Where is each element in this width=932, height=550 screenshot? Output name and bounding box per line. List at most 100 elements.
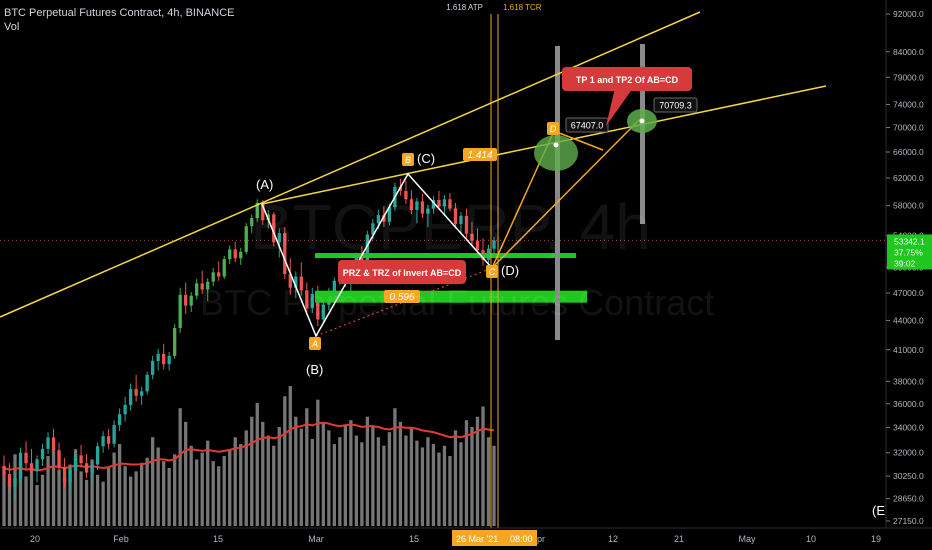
volume-bar <box>200 452 204 526</box>
volume-bar <box>376 437 381 526</box>
volume-bar <box>117 444 122 526</box>
volume-bar <box>261 421 265 526</box>
point-marker-b[interactable]: B <box>405 155 411 165</box>
volume-indicator-label[interactable]: Vol <box>4 21 20 33</box>
last-price-tag-bg <box>887 234 932 270</box>
volume-bar <box>139 462 144 526</box>
callout-tp-text[interactable]: TP 1 and TP2 Of AB=CD <box>576 75 679 85</box>
last-price-tag-line[interactable]: 37.75% <box>894 247 923 257</box>
volume-bar <box>134 471 138 526</box>
volume-bar <box>250 416 254 526</box>
candle-body <box>106 436 111 444</box>
price-tick-label: 66000.0 <box>893 147 924 157</box>
volume-bar <box>349 420 353 526</box>
volume-bar <box>272 445 276 526</box>
candle-body <box>426 208 430 214</box>
volume-bar <box>173 454 177 526</box>
price-tick-label: 34000.0 <box>893 423 924 433</box>
candle-body <box>305 290 309 309</box>
volume-bar <box>206 440 210 526</box>
harmonic-pattern-line[interactable] <box>261 172 493 338</box>
candle-body <box>464 215 469 234</box>
volume-bar <box>244 430 248 526</box>
wave-label-a: (A) <box>256 177 273 192</box>
price-tick-label: 58000.0 <box>893 201 924 211</box>
volume-bar <box>288 386 292 526</box>
volume-bar <box>360 442 364 526</box>
candle-body <box>79 455 83 464</box>
candle-body <box>470 233 474 241</box>
volume-bar <box>7 481 12 526</box>
target-zone-circle-1 <box>534 135 578 171</box>
point-marker-c[interactable]: C <box>489 267 496 277</box>
candle-body <box>51 437 56 451</box>
candle-body <box>24 452 28 464</box>
candle-body <box>321 304 325 320</box>
volume-bar <box>283 396 287 526</box>
volume-bar <box>299 428 303 526</box>
last-price-tag-line[interactable]: 39:02 <box>894 258 916 268</box>
volume-bar <box>486 437 491 526</box>
target-price-label-2[interactable]: 70709.3 <box>659 101 692 111</box>
volume-bar <box>277 426 281 526</box>
candle-body <box>294 276 298 288</box>
wave-label-e: (E) <box>872 503 889 518</box>
price-tick-label: 32000.0 <box>893 448 924 458</box>
cursor-date-label[interactable]: 26 Mar '21 <box>456 534 498 544</box>
candle-body <box>128 389 133 405</box>
cursor-time-label[interactable]: 08:00 <box>510 534 533 544</box>
volume-bar <box>101 481 105 526</box>
volume-bar <box>316 399 320 526</box>
candle-body <box>117 414 122 426</box>
time-tick-label: 21 <box>674 534 684 544</box>
volume-bar <box>62 478 67 526</box>
volume-bar <box>239 444 243 526</box>
point-marker-a[interactable]: A <box>311 339 318 349</box>
volume-bar <box>84 479 89 526</box>
point-marker-d[interactable]: D <box>550 124 557 134</box>
volume-bar <box>178 408 182 526</box>
time-tick-label: 19 <box>871 534 881 544</box>
volume-bar <box>371 426 375 526</box>
volume-bar <box>35 485 39 526</box>
candle-body <box>415 201 419 210</box>
upper-trendline[interactable] <box>0 11 701 318</box>
volume-bar <box>464 420 469 526</box>
callout-prz-text[interactable]: PRZ & TRZ of Invert AB=CD <box>343 268 462 278</box>
abcd-projection-line-2[interactable] <box>491 118 641 269</box>
candle-body <box>101 436 105 447</box>
volume-bar <box>431 444 436 526</box>
volume-bar <box>255 403 259 526</box>
price-tick-label: 36000.0 <box>893 399 924 409</box>
candle-body <box>167 355 171 365</box>
volume-bar <box>2 473 6 526</box>
volume-bar <box>382 445 386 526</box>
last-price-tag-line[interactable]: 53342.1 <box>894 236 925 246</box>
target-price-label-1[interactable]: 67407.0 <box>571 121 604 131</box>
candle-body <box>277 233 281 243</box>
volume-bar <box>156 447 160 526</box>
volume-bar <box>310 438 314 526</box>
candle-body <box>68 469 72 483</box>
volume-bar <box>195 459 199 526</box>
support-zone-upper <box>315 253 576 259</box>
candle-body <box>266 214 270 221</box>
volume-bar <box>321 423 325 526</box>
volume-bar <box>404 435 408 526</box>
volume-bar <box>95 474 100 526</box>
volume-bar <box>266 435 270 526</box>
symbol-title[interactable]: BTC Perpetual Futures Contract, 4h, BINA… <box>4 7 235 19</box>
candle-body <box>387 207 392 222</box>
volume-bar <box>29 466 34 526</box>
price-tick-label: 92000.0 <box>893 9 924 19</box>
price-tick-label: 30250.0 <box>893 471 924 481</box>
price-tick-label: 28650.0 <box>893 494 924 504</box>
volume-bar <box>233 437 237 526</box>
cursor-time-label-bg <box>452 530 537 546</box>
volume-bar <box>294 416 298 526</box>
volume-bar <box>415 440 419 526</box>
volume-bar <box>459 442 463 526</box>
price-tick-label: 38000.0 <box>893 376 924 386</box>
